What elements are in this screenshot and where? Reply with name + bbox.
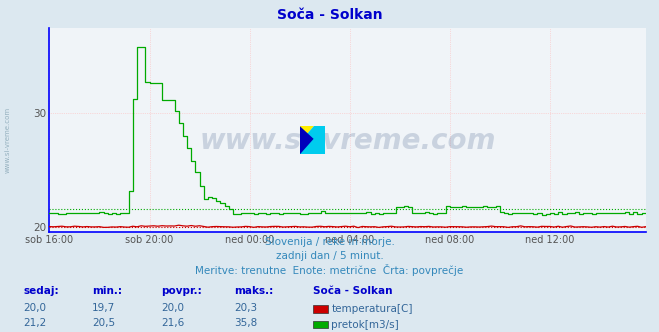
Text: 35,8: 35,8	[234, 318, 257, 328]
Text: Meritve: trenutne  Enote: metrične  Črta: povprečje: Meritve: trenutne Enote: metrične Črta: …	[195, 264, 464, 276]
Text: www.si-vreme.com: www.si-vreme.com	[200, 126, 496, 154]
Text: 20,3: 20,3	[234, 303, 257, 313]
Polygon shape	[300, 126, 314, 142]
Polygon shape	[300, 126, 314, 154]
Text: 20,0: 20,0	[23, 303, 46, 313]
Text: Slovenija / reke in morje.: Slovenija / reke in morje.	[264, 237, 395, 247]
Text: 20,0: 20,0	[161, 303, 185, 313]
Text: zadnji dan / 5 minut.: zadnji dan / 5 minut.	[275, 251, 384, 261]
Polygon shape	[300, 126, 325, 154]
Text: maks.:: maks.:	[234, 286, 273, 296]
Text: min.:: min.:	[92, 286, 123, 296]
Text: povpr.:: povpr.:	[161, 286, 202, 296]
Text: sedaj:: sedaj:	[23, 286, 59, 296]
Text: Soča - Solkan: Soča - Solkan	[277, 8, 382, 22]
Text: www.si-vreme.com: www.si-vreme.com	[5, 106, 11, 173]
Text: 20,5: 20,5	[92, 318, 115, 328]
Text: 19,7: 19,7	[92, 303, 115, 313]
Text: temperatura[C]: temperatura[C]	[331, 304, 413, 314]
Text: 21,2: 21,2	[23, 318, 46, 328]
Text: Soča - Solkan: Soča - Solkan	[313, 286, 393, 296]
Text: 21,6: 21,6	[161, 318, 185, 328]
Text: pretok[m3/s]: pretok[m3/s]	[331, 320, 399, 330]
